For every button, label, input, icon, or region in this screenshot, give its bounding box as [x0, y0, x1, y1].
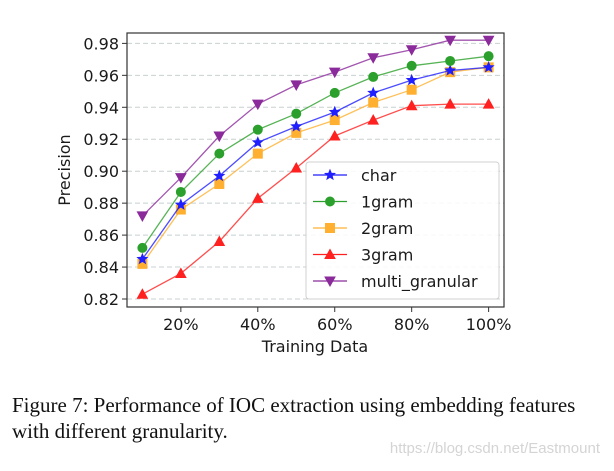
data-point-multi_granular [444, 35, 456, 47]
precision-line-chart: 0.82 0.84 0.86 0.88 0.90 0.92 0.94 0.96 0.98 20%… [55, 32, 511, 356]
data-point-3gram [444, 98, 456, 109]
data-point-multi_granular [175, 173, 187, 184]
y-tick-label: 0.84 [83, 258, 119, 277]
data-point-3gram [213, 235, 226, 246]
data-point-1gram [368, 71, 379, 82]
data-point-char [174, 198, 187, 210]
legend-item-char: char [313, 166, 397, 185]
x-tick-label: 100% [466, 315, 512, 334]
series-multi_granular [136, 35, 495, 222]
data-point-2gram [252, 148, 263, 159]
series-char [136, 61, 495, 265]
data-point-3gram [367, 114, 380, 125]
y-tick-label: 0.94 [83, 98, 119, 117]
series-line-1gram [141, 55, 489, 249]
legend-marker-multi_granular [324, 276, 336, 288]
data-point-1gram [175, 186, 186, 197]
y-tick-label: 0.88 [83, 194, 119, 213]
data-point-1gram [214, 148, 225, 159]
series-line-2gram [141, 66, 489, 265]
legend-item-1gram: 1gram [313, 193, 413, 212]
data-point-1gram [445, 55, 456, 66]
series-line-char [141, 66, 489, 260]
x-tick-label: 40% [240, 315, 276, 334]
legend-marker-2gram [325, 223, 335, 233]
legend-label: 3gram [361, 246, 413, 265]
data-point-1gram [483, 51, 494, 62]
x-axis: 20% 40% 60% 80% 100% [163, 307, 511, 334]
data-point-3gram [290, 161, 303, 173]
plot-frame [126, 32, 505, 308]
watermark: https://blog.csdn.net/Eastmount [389, 440, 600, 457]
data-point-multi_granular [367, 53, 380, 64]
data-point-1gram [252, 124, 263, 135]
data-point-char [444, 64, 457, 76]
y-tick-label: 0.86 [83, 226, 119, 245]
data-point-3gram [328, 130, 341, 141]
series-1gram [137, 51, 494, 253]
y-tick-label: 0.92 [83, 130, 119, 149]
legend: char 1gram 2gram 3gram multi_granular [305, 161, 500, 300]
legend-item-2gram: 2gram [313, 219, 413, 238]
data-point-3gram [136, 288, 149, 299]
data-point-multi_granular [290, 80, 303, 91]
data-point-2gram [406, 84, 417, 95]
data-point-multi_granular [136, 211, 149, 222]
data-point-char [482, 61, 495, 73]
data-point-3gram [175, 267, 187, 278]
series-line-multi_granular [141, 39, 489, 217]
data-point-char [405, 73, 418, 86]
data-point-multi_granular [213, 131, 226, 143]
y-axis: 0.82 0.84 0.86 0.88 0.90 0.92 0.94 0.96 0.98 [83, 34, 127, 309]
data-point-char [213, 169, 226, 182]
x-tick-label: 60% [317, 315, 353, 334]
series-line-3gram [142, 103, 489, 295]
y-tick-label: 0.82 [83, 290, 119, 309]
legend-box [305, 161, 500, 300]
legend-item-multi_granular: multi_granular [313, 272, 478, 292]
data-point-multi_granular [482, 35, 495, 47]
legend-marker-1gram [325, 196, 335, 207]
legend-label: 2gram [361, 219, 413, 238]
legend-marker-char [323, 168, 337, 181]
data-point-1gram [406, 60, 417, 71]
y-tick-label: 0.96 [83, 66, 119, 85]
legend-label: multi_granular [361, 272, 478, 292]
y-tick-label: 0.90 [83, 162, 119, 181]
data-point-char [367, 86, 380, 99]
data-point-multi_granular [251, 99, 264, 111]
data-point-2gram [329, 115, 340, 126]
y-tick-label: 0.98 [83, 34, 119, 53]
series-lines [136, 35, 495, 299]
data-point-char [251, 136, 264, 148]
data-point-char [136, 252, 149, 265]
data-point-char [290, 120, 303, 132]
data-point-multi_granular [405, 45, 418, 56]
figure-caption: Figure 7: Performance of IOC extraction … [12, 393, 576, 443]
data-point-3gram [405, 99, 418, 111]
data-point-1gram [329, 87, 340, 98]
data-point-char [328, 105, 341, 118]
x-tick-label: 20% [163, 315, 199, 334]
data-point-1gram [137, 242, 148, 253]
legend-label: char [361, 166, 397, 185]
legend-marker-3gram [324, 248, 336, 259]
x-axis-label: Training Data [261, 337, 368, 356]
data-point-3gram [482, 98, 495, 109]
data-point-multi_granular [328, 67, 341, 79]
data-point-1gram [291, 108, 302, 119]
data-point-2gram [214, 178, 225, 189]
y-axis-label: Precision [55, 134, 74, 205]
legend-item-3gram: 3gram [313, 246, 413, 265]
data-point-2gram [368, 97, 379, 108]
series-3gram [136, 98, 495, 299]
legend-label: 1gram [361, 193, 413, 212]
x-tick-label: 80% [394, 315, 430, 334]
data-point-3gram [251, 192, 264, 203]
